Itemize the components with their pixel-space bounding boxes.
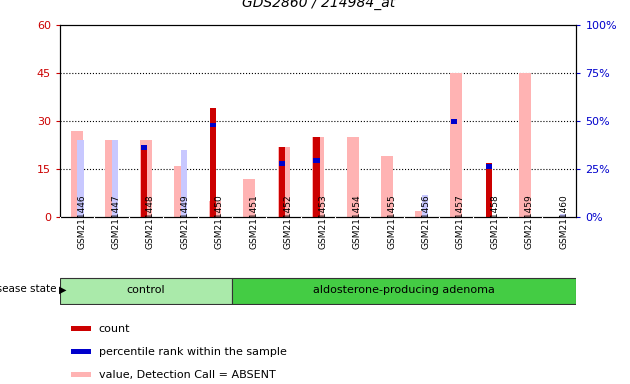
Text: value, Detection Call = ABSENT: value, Detection Call = ABSENT [98, 370, 275, 380]
Text: ▶: ▶ [59, 285, 66, 295]
Bar [77, 140, 84, 217]
Bar [559, 214, 566, 217]
Bar [141, 147, 147, 217]
Bar [71, 372, 91, 377]
Bar [381, 156, 393, 217]
Text: GSM211451: GSM211451 [249, 194, 258, 249]
Bar [415, 210, 428, 217]
Text: GSM211459: GSM211459 [525, 194, 534, 249]
Bar [313, 137, 319, 217]
Text: percentile rank within the sample: percentile rank within the sample [98, 347, 287, 357]
Bar [112, 140, 118, 217]
Bar [140, 140, 152, 217]
Text: GSM211460: GSM211460 [559, 194, 568, 249]
Bar [232, 278, 576, 304]
Bar [71, 131, 83, 217]
Text: GSM211448: GSM211448 [146, 194, 155, 249]
Text: GSM211457: GSM211457 [456, 194, 465, 249]
Bar [486, 164, 492, 169]
Bar [175, 166, 186, 217]
Text: GSM211446: GSM211446 [77, 194, 86, 249]
Text: aldosterone-producing adenoma: aldosterone-producing adenoma [313, 285, 495, 295]
Bar [141, 145, 147, 150]
Text: GSM211458: GSM211458 [490, 194, 500, 249]
Bar [422, 195, 428, 217]
Text: GSM211456: GSM211456 [421, 194, 430, 249]
Bar [278, 147, 290, 217]
Text: GSM211455: GSM211455 [387, 194, 396, 249]
Bar [313, 158, 319, 162]
Text: GSM211453: GSM211453 [318, 194, 327, 249]
Text: GSM211449: GSM211449 [180, 194, 190, 249]
Bar [312, 137, 324, 217]
Bar [181, 150, 187, 217]
Bar [71, 349, 91, 354]
Bar [210, 122, 216, 127]
Bar [243, 179, 255, 217]
Bar [71, 326, 91, 331]
Bar [105, 140, 118, 217]
Bar [486, 162, 492, 217]
Text: count: count [98, 324, 130, 334]
Bar [60, 278, 232, 304]
Text: GSM211447: GSM211447 [112, 194, 120, 249]
Bar [209, 201, 221, 217]
Text: disease state: disease state [0, 285, 57, 295]
Bar [450, 73, 462, 217]
Bar [279, 161, 285, 166]
Text: GSM211452: GSM211452 [284, 194, 293, 249]
Text: GSM211450: GSM211450 [215, 194, 224, 249]
Bar [210, 108, 216, 217]
Text: GDS2860 / 214984_at: GDS2860 / 214984_at [241, 0, 395, 10]
Bar [518, 73, 531, 217]
Text: GSM211454: GSM211454 [353, 194, 362, 249]
Text: control: control [127, 285, 165, 295]
Bar [279, 147, 285, 217]
Bar [451, 119, 457, 124]
Bar [346, 137, 358, 217]
